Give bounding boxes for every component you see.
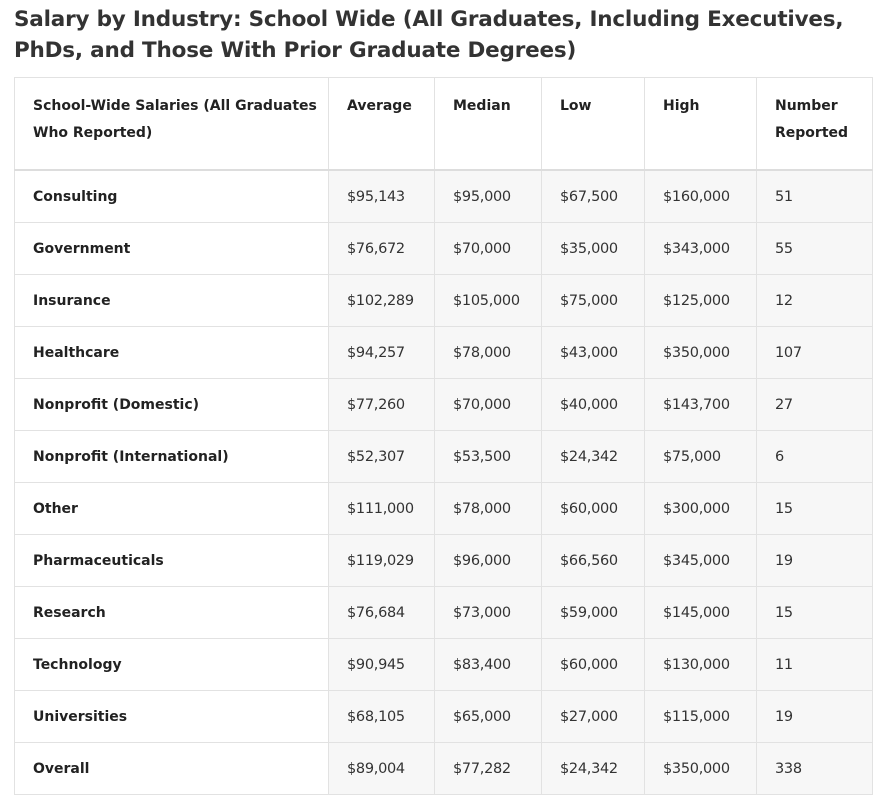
cell-low: $35,000 <box>541 222 645 275</box>
cell-high: $125,000 <box>644 274 757 327</box>
cell-number-reported: 107 <box>756 326 873 379</box>
cell-low: $60,000 <box>541 638 645 691</box>
column-header-industry: School-Wide Salaries (All Graduates Who … <box>14 77 329 171</box>
table-header-row: School-Wide Salaries (All Graduates Who … <box>14 77 873 171</box>
cell-average: $77,260 <box>328 378 435 431</box>
cell-median: $73,000 <box>434 586 542 639</box>
cell-average: $76,672 <box>328 222 435 275</box>
table-row: Nonprofit (International) $52,307 $53,500 $… <box>14 430 873 483</box>
table-row: Insurance $102,289 $105,000 $75,000 $125,000… <box>14 274 873 327</box>
cell-industry: Universities <box>14 690 329 743</box>
cell-number-reported: 27 <box>756 378 873 431</box>
cell-industry: Insurance <box>14 274 329 327</box>
cell-median: $95,000 <box>434 169 542 223</box>
cell-low: $67,500 <box>541 169 645 223</box>
cell-high: $345,000 <box>644 534 757 587</box>
cell-industry: Other <box>14 482 329 535</box>
cell-average: $102,289 <box>328 274 435 327</box>
cell-low: $66,560 <box>541 534 645 587</box>
cell-number-reported: 15 <box>756 586 873 639</box>
salary-table: School-Wide Salaries (All Graduates Who … <box>14 77 873 795</box>
cell-industry: Healthcare <box>14 326 329 379</box>
cell-median: $78,000 <box>434 482 542 535</box>
cell-high: $143,700 <box>644 378 757 431</box>
table-row: Nonprofit (Domestic) $77,260 $70,000 $40,00… <box>14 378 873 431</box>
cell-industry: Government <box>14 222 329 275</box>
cell-industry: Technology <box>14 638 329 691</box>
cell-median: $70,000 <box>434 222 542 275</box>
cell-high: $350,000 <box>644 326 757 379</box>
cell-high: $300,000 <box>644 482 757 535</box>
cell-median: $65,000 <box>434 690 542 743</box>
cell-industry: Research <box>14 586 329 639</box>
cell-median: $83,400 <box>434 638 542 691</box>
column-header-low: Low <box>541 77 645 171</box>
cell-low: $43,000 <box>541 326 645 379</box>
cell-high: $115,000 <box>644 690 757 743</box>
cell-median: $53,500 <box>434 430 542 483</box>
cell-average: $111,000 <box>328 482 435 535</box>
cell-industry: Consulting <box>14 169 329 223</box>
table-row: Research $76,684 $73,000 $59,000 $145,000 15 <box>14 586 873 639</box>
cell-high: $350,000 <box>644 742 757 795</box>
cell-low: $24,342 <box>541 742 645 795</box>
page-title: Salary by Industry: School Wide (All Gra… <box>14 7 844 63</box>
cell-average: $89,004 <box>328 742 435 795</box>
cell-average: $95,143 <box>328 169 435 223</box>
cell-number-reported: 12 <box>756 274 873 327</box>
cell-high: $75,000 <box>644 430 757 483</box>
table-row: Other $111,000 $78,000 $60,000 $300,000 15 <box>14 482 873 535</box>
cell-low: $24,342 <box>541 430 645 483</box>
cell-average: $68,105 <box>328 690 435 743</box>
cell-number-reported: 11 <box>756 638 873 691</box>
cell-average: $52,307 <box>328 430 435 483</box>
cell-median: $77,282 <box>434 742 542 795</box>
cell-low: $40,000 <box>541 378 645 431</box>
cell-median: $70,000 <box>434 378 542 431</box>
cell-low: $27,000 <box>541 690 645 743</box>
column-header-number-reported: Number Reported <box>756 77 873 171</box>
table-row: Government $76,672 $70,000 $35,000 $343,000 5… <box>14 222 873 275</box>
cell-industry: Nonprofit (Domestic) <box>14 378 329 431</box>
cell-high: $160,000 <box>644 169 757 223</box>
cell-average: $76,684 <box>328 586 435 639</box>
cell-average: $119,029 <box>328 534 435 587</box>
cell-number-reported: 15 <box>756 482 873 535</box>
cell-high: $343,000 <box>644 222 757 275</box>
cell-average: $94,257 <box>328 326 435 379</box>
cell-number-reported: 55 <box>756 222 873 275</box>
table-row: Overall $89,004 $77,282 $24,342 $350,000 338 <box>14 742 873 795</box>
table-row: Pharmaceuticals $119,029 $96,000 $66,560 $34… <box>14 534 873 587</box>
table-row: Healthcare $94,257 $78,000 $43,000 $350,000 1… <box>14 326 873 379</box>
table-row: Technology $90,945 $83,400 $60,000 $130,000 1… <box>14 638 873 691</box>
cell-industry: Nonprofit (International) <box>14 430 329 483</box>
cell-number-reported: 19 <box>756 534 873 587</box>
cell-number-reported: 51 <box>756 169 873 223</box>
cell-low: $60,000 <box>541 482 645 535</box>
cell-median: $105,000 <box>434 274 542 327</box>
cell-number-reported: 338 <box>756 742 873 795</box>
cell-number-reported: 6 <box>756 430 873 483</box>
column-header-median: Median <box>434 77 542 171</box>
cell-average: $90,945 <box>328 638 435 691</box>
column-header-average: Average <box>328 77 435 171</box>
cell-high: $130,000 <box>644 638 757 691</box>
cell-median: $78,000 <box>434 326 542 379</box>
cell-low: $75,000 <box>541 274 645 327</box>
column-header-high: High <box>644 77 757 171</box>
cell-high: $145,000 <box>644 586 757 639</box>
cell-low: $59,000 <box>541 586 645 639</box>
cell-industry: Pharmaceuticals <box>14 534 329 587</box>
table-row: Universities $68,105 $65,000 $27,000 $115,00… <box>14 690 873 743</box>
cell-number-reported: 19 <box>756 690 873 743</box>
table-row: Consulting $95,143 $95,000 $67,500 $160,000 5… <box>14 169 873 223</box>
cell-industry: Overall <box>14 742 329 795</box>
cell-median: $96,000 <box>434 534 542 587</box>
